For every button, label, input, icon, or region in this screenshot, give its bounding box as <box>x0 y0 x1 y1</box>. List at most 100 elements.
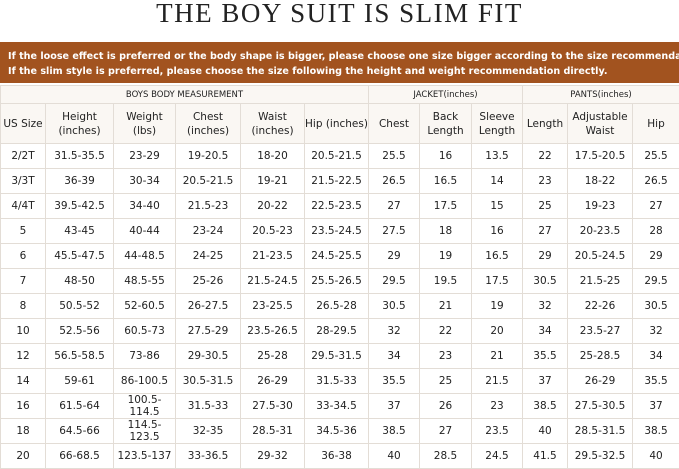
cell: 31.5-33 <box>305 369 369 394</box>
cell: 25.5 <box>633 144 679 169</box>
notice-banner: If the loose effect is preferred or the … <box>0 42 679 83</box>
cell: 27.5 <box>369 219 420 244</box>
cell: 27 <box>369 194 420 219</box>
cell: 8 <box>1 294 46 319</box>
cell: 34 <box>633 344 679 369</box>
cell: 21-23.5 <box>241 244 305 269</box>
cell: 29 <box>369 244 420 269</box>
cell: 21.5-22.5 <box>305 169 369 194</box>
cell: 21.5-24.5 <box>241 269 305 294</box>
cell: 14 <box>1 369 46 394</box>
cell: 21.5 <box>472 369 523 394</box>
cell: 25-26 <box>176 269 241 294</box>
cell: 6 <box>1 244 46 269</box>
cell: 23.5-24.5 <box>305 219 369 244</box>
cell: 23 <box>523 169 568 194</box>
cell: 26 <box>420 394 472 419</box>
cell: 27.5-29 <box>176 319 241 344</box>
cell: 35.5 <box>633 369 679 394</box>
cell: 32 <box>633 319 679 344</box>
cell: 60.5-73 <box>114 319 176 344</box>
cell: 13.5 <box>472 144 523 169</box>
cell: 4/4T <box>1 194 46 219</box>
cell: 40-44 <box>114 219 176 244</box>
cell: 20.5-21.5 <box>176 169 241 194</box>
cell: 50.5-52 <box>46 294 114 319</box>
cell: 28 <box>633 219 679 244</box>
cell: 20 <box>472 319 523 344</box>
cell: 33-36.5 <box>176 444 241 469</box>
cell: 40 <box>633 444 679 469</box>
cell: 30-34 <box>114 169 176 194</box>
cell: 28-29.5 <box>305 319 369 344</box>
cell: 26.5 <box>633 169 679 194</box>
cell: 34 <box>523 319 568 344</box>
cell: 22 <box>420 319 472 344</box>
cell: 23 <box>472 394 523 419</box>
cell: 44-48.5 <box>114 244 176 269</box>
cell: 35.5 <box>523 344 568 369</box>
cell: 29-30.5 <box>176 344 241 369</box>
group-header: JACKET(inches) <box>369 86 523 104</box>
cell: 18 <box>420 219 472 244</box>
cell: 5 <box>1 219 46 244</box>
column-header: Length <box>523 104 568 144</box>
cell: 34-40 <box>114 194 176 219</box>
column-header: Height (inches) <box>46 104 114 144</box>
cell: 43-45 <box>46 219 114 244</box>
cell: 29-32 <box>241 444 305 469</box>
cell: 48.5-55 <box>114 269 176 294</box>
cell: 37 <box>633 394 679 419</box>
cell: 20-22 <box>241 194 305 219</box>
cell: 21 <box>472 344 523 369</box>
cell: 52.5-56 <box>46 319 114 344</box>
cell: 32 <box>369 319 420 344</box>
cell: 19-20.5 <box>176 144 241 169</box>
column-header: Hip <box>633 104 679 144</box>
cell: 2/2T <box>1 144 46 169</box>
cell: 15 <box>472 194 523 219</box>
cell: 123.5-137 <box>114 444 176 469</box>
cell: 36-38 <box>305 444 369 469</box>
cell: 25.5 <box>369 144 420 169</box>
cell: 23-24 <box>176 219 241 244</box>
cell: 30.5 <box>523 269 568 294</box>
cell: 17.5 <box>420 194 472 219</box>
column-header: Adjustable Waist <box>568 104 633 144</box>
cell: 12 <box>1 344 46 369</box>
cell: 18 <box>1 419 46 444</box>
cell: 21.5-25 <box>568 269 633 294</box>
cell: 36-39 <box>46 169 114 194</box>
cell: 40 <box>369 444 420 469</box>
cell: 27 <box>420 419 472 444</box>
cell: 29 <box>523 244 568 269</box>
cell: 39.5-42.5 <box>46 194 114 219</box>
cell: 23 <box>420 344 472 369</box>
group-header: BOYS BODY MEASUREMENT <box>1 86 369 104</box>
cell: 56.5-58.5 <box>46 344 114 369</box>
cell: 20 <box>1 444 46 469</box>
cell: 18-20 <box>241 144 305 169</box>
cell: 27 <box>523 219 568 244</box>
cell: 29.5 <box>633 269 679 294</box>
cell: 26.5 <box>369 169 420 194</box>
cell: 10 <box>1 319 46 344</box>
cell: 14 <box>472 169 523 194</box>
cell: 61.5-64 <box>46 394 114 419</box>
cell: 30.5-31.5 <box>176 369 241 394</box>
group-header: PANTS(inches) <box>523 86 679 104</box>
cell: 22.5-23.5 <box>305 194 369 219</box>
cell: 16 <box>472 219 523 244</box>
cell: 20.5-24.5 <box>568 244 633 269</box>
cell: 26.5-28 <box>305 294 369 319</box>
cell: 3/3T <box>1 169 46 194</box>
cell: 23-25.5 <box>241 294 305 319</box>
